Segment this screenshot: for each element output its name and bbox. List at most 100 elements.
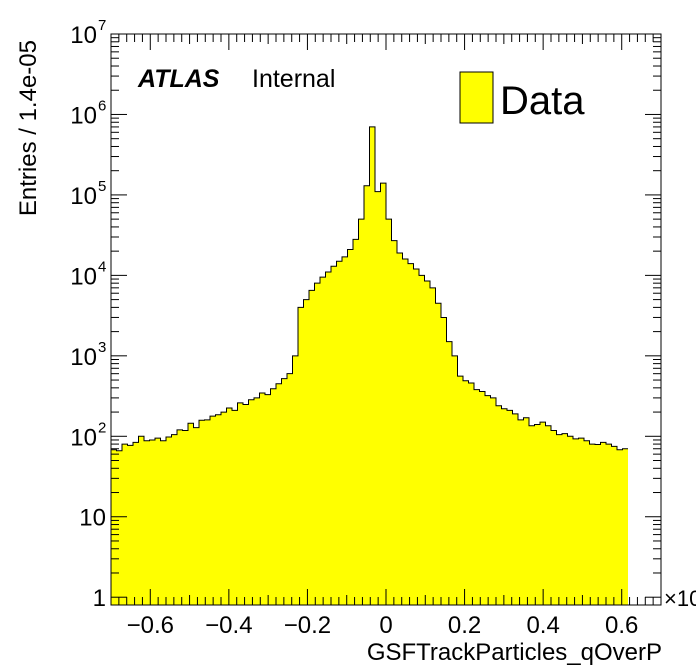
histogram-bar	[127, 445, 133, 605]
histogram-bar	[474, 389, 480, 605]
histogram-bar	[479, 391, 485, 605]
histogram-bar	[237, 402, 243, 605]
histogram-bar	[424, 281, 430, 605]
histogram-bar	[138, 436, 144, 605]
histogram-bar	[111, 449, 117, 605]
histogram-bar	[215, 414, 221, 605]
y-tick-label: 10	[79, 505, 106, 532]
y-tick-label-base: 10	[70, 344, 97, 371]
histogram-layer	[110, 126, 628, 605]
histogram-bar	[232, 410, 238, 605]
histogram-bar	[364, 185, 370, 605]
histogram-bar	[188, 423, 194, 605]
histogram-bar	[281, 378, 287, 605]
histogram-bar	[254, 397, 260, 605]
histogram-bar	[413, 269, 419, 605]
internal-label: Internal	[252, 65, 335, 93]
histogram-bar	[149, 439, 155, 605]
x-tick-label: −0.4	[205, 612, 252, 639]
histogram-bar	[622, 448, 628, 605]
y-tick-label-base: 10	[70, 183, 97, 210]
histogram-bar	[397, 252, 403, 605]
histogram-bar	[166, 436, 172, 605]
histogram-bar	[468, 382, 474, 605]
histogram-bar	[529, 425, 535, 605]
histogram-bar	[512, 413, 518, 605]
y-tick-label-exponent: 7	[98, 17, 106, 34]
histogram-bar	[600, 442, 606, 605]
x-multiplier-label: ×10	[664, 586, 696, 611]
histogram-bar	[606, 444, 612, 605]
histogram-bar	[386, 219, 392, 605]
x-tick-label: 0.6	[605, 612, 638, 639]
histogram-bar	[309, 290, 315, 605]
histogram-bar	[573, 438, 579, 605]
histogram-bar	[155, 438, 161, 605]
x-tick-label: −0.6	[127, 612, 174, 639]
histogram-bar	[298, 307, 304, 605]
y-tick-label-base: 10	[70, 22, 97, 49]
histogram-bar	[617, 449, 623, 605]
y-tick-label-exponent: 5	[98, 178, 106, 195]
histogram-bar	[314, 283, 320, 605]
histogram-bar	[199, 420, 205, 605]
histogram-bar	[342, 256, 348, 605]
histogram-bar	[160, 440, 166, 605]
y-tick-label-base: 10	[70, 263, 97, 290]
histogram-bar	[518, 419, 524, 605]
histogram-bar	[380, 183, 386, 605]
histogram-bar	[402, 258, 408, 605]
x-tick-label: −0.2	[284, 612, 331, 639]
histogram-bar	[265, 394, 271, 605]
histogram-bar	[457, 376, 463, 605]
histogram-bar	[485, 395, 491, 605]
histogram-bar	[182, 430, 188, 605]
histogram-bar	[320, 277, 326, 605]
histogram-bar	[611, 446, 617, 605]
histogram-bar	[507, 410, 513, 605]
histogram-bar	[204, 419, 210, 605]
histogram-bar	[331, 266, 337, 605]
histogram-bar	[562, 433, 568, 605]
histogram-bar	[567, 436, 573, 605]
histogram-bar	[336, 261, 342, 605]
y-tick-label-exponent: 2	[98, 419, 106, 436]
histogram-bar	[144, 440, 150, 605]
histogram-bar	[452, 355, 458, 605]
histogram-bar	[375, 191, 381, 605]
histogram-bar	[523, 417, 529, 605]
legend-swatch	[459, 71, 494, 124]
histogram-bar	[347, 249, 353, 605]
y-tick-label-base: 10	[70, 424, 97, 451]
x-tick-labels: −0.6 −0.4 −0.2 0 0.2 0.4 0.6	[127, 612, 639, 639]
y-tick-label: 1	[93, 585, 106, 612]
x-tick-label: 0	[379, 612, 392, 639]
histogram-bar	[243, 404, 249, 605]
histogram-bar	[584, 440, 590, 605]
histogram-bar	[276, 383, 282, 605]
y-tick-label-exponent: 4	[98, 258, 106, 275]
y-tick-label-base: 10	[70, 102, 97, 129]
histogram-bar	[116, 450, 122, 605]
histogram-bar	[177, 429, 183, 605]
histogram-bar	[595, 444, 601, 605]
histogram-bar	[193, 427, 199, 605]
histogram-bar	[430, 287, 436, 605]
histogram-bar	[325, 272, 331, 605]
histogram-bar	[446, 341, 452, 605]
x-axis-label: GSFTrackParticles_qOverP	[367, 639, 662, 666]
histogram-bar	[419, 275, 425, 605]
histogram-bar	[490, 397, 496, 605]
histogram-bar	[540, 422, 546, 605]
histogram-bar	[358, 219, 364, 605]
histogram-bar	[463, 380, 469, 605]
histogram-bar	[353, 239, 359, 605]
histogram-bar	[551, 430, 557, 605]
plot-frame	[110, 33, 662, 606]
histogram-bar	[259, 393, 265, 605]
histogram-bar	[391, 240, 397, 605]
histogram-bar	[545, 425, 551, 605]
y-tick-label-exponent: 3	[98, 339, 106, 356]
